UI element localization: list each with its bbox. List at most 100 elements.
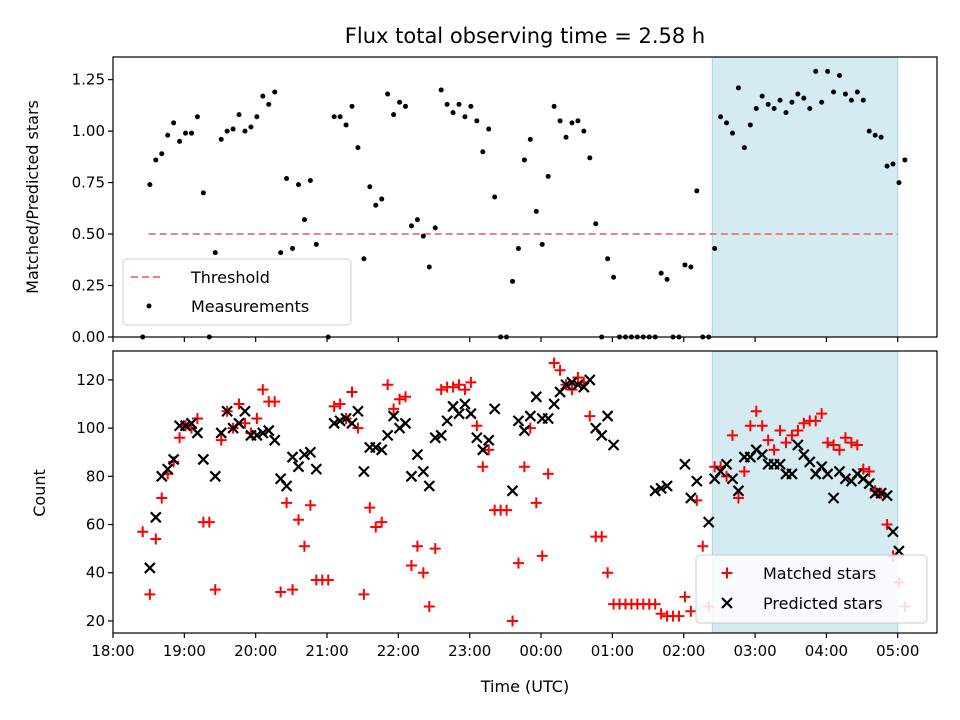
x-tick-label: 18:00 <box>91 642 134 660</box>
bottom-series-0 <box>137 357 911 627</box>
data-point <box>881 519 893 531</box>
data-point <box>137 526 149 538</box>
bottom-y-axis-label: Count <box>30 469 49 517</box>
data-point <box>405 560 417 572</box>
data-point <box>471 431 483 444</box>
data-point <box>890 161 896 167</box>
data-point <box>664 276 670 282</box>
data-point <box>822 437 834 449</box>
data-point <box>167 453 180 466</box>
data-point <box>884 163 890 169</box>
data-point <box>429 543 441 555</box>
data-point <box>397 99 403 105</box>
data-point <box>382 379 394 391</box>
data-point <box>423 600 435 612</box>
data-point <box>548 398 560 410</box>
data-point <box>551 103 557 109</box>
data-point <box>364 502 376 514</box>
data-point <box>697 540 709 552</box>
data-point <box>150 511 162 524</box>
data-point <box>533 208 539 214</box>
data-point <box>507 615 519 627</box>
data-point <box>512 415 525 427</box>
data-point <box>183 130 189 136</box>
data-point <box>557 118 563 124</box>
data-point <box>248 124 254 130</box>
data-point <box>159 151 165 157</box>
legend-box <box>695 554 928 624</box>
data-point <box>726 429 738 441</box>
data-point <box>792 439 804 451</box>
data-point <box>408 223 414 229</box>
data-point <box>803 456 816 468</box>
data-point <box>527 136 533 142</box>
data-point <box>488 403 501 415</box>
data-point <box>465 407 477 420</box>
data-point <box>337 114 343 120</box>
data-point <box>732 485 745 497</box>
data-point <box>328 417 340 430</box>
x-tick-label: 21:00 <box>305 642 348 660</box>
data-point <box>587 155 593 161</box>
data-point <box>375 444 388 456</box>
data-point <box>798 417 810 429</box>
data-point <box>753 105 759 111</box>
data-point <box>403 103 409 109</box>
y-tick-label: 0.25 <box>72 277 105 295</box>
data-point <box>833 444 845 456</box>
data-point <box>373 202 379 208</box>
data-point <box>786 468 798 480</box>
data-point <box>304 446 317 459</box>
data-point <box>839 472 852 485</box>
data-point <box>328 400 340 412</box>
data-point <box>584 410 596 422</box>
data-point <box>153 157 159 163</box>
data-point <box>313 241 319 247</box>
data-point <box>387 410 400 422</box>
data-point <box>542 412 554 425</box>
data-point <box>420 233 426 239</box>
data-point <box>456 101 462 107</box>
data-point <box>881 489 893 502</box>
data-point <box>744 420 756 432</box>
data-point <box>174 432 186 444</box>
data-point <box>521 157 527 163</box>
data-point <box>459 384 471 396</box>
y-tick-label: 80 <box>86 467 105 485</box>
data-point <box>191 427 204 439</box>
top-y-axis-label: Matched/Predicted stars <box>23 100 42 294</box>
data-point <box>492 194 498 200</box>
data-point <box>902 157 908 163</box>
data-point <box>854 89 860 95</box>
data-point <box>298 448 311 461</box>
data-point <box>290 245 296 251</box>
data-point <box>759 93 765 99</box>
data-point <box>370 521 382 533</box>
data-point <box>566 376 578 389</box>
data-point <box>224 128 230 134</box>
data-point <box>765 101 771 107</box>
data-point <box>566 384 578 396</box>
data-point <box>459 398 471 410</box>
data-point <box>732 492 744 504</box>
data-point <box>518 424 531 437</box>
data-point <box>486 126 492 132</box>
data-point <box>450 110 456 116</box>
data-point <box>863 466 875 478</box>
legend-box <box>122 258 352 326</box>
data-point <box>322 574 334 586</box>
top-series-0 <box>140 68 908 340</box>
data-point <box>435 429 447 442</box>
y-tick-label: 60 <box>86 516 105 534</box>
data-point <box>756 420 768 432</box>
data-point <box>510 278 516 284</box>
data-point <box>391 112 397 118</box>
data-point <box>379 196 385 202</box>
data-point <box>595 429 608 442</box>
data-point <box>429 431 442 444</box>
data-point <box>786 429 798 441</box>
data-point <box>482 434 495 446</box>
data-point <box>726 472 739 485</box>
data-point <box>718 114 724 120</box>
bottom-axes-frame <box>112 350 938 634</box>
